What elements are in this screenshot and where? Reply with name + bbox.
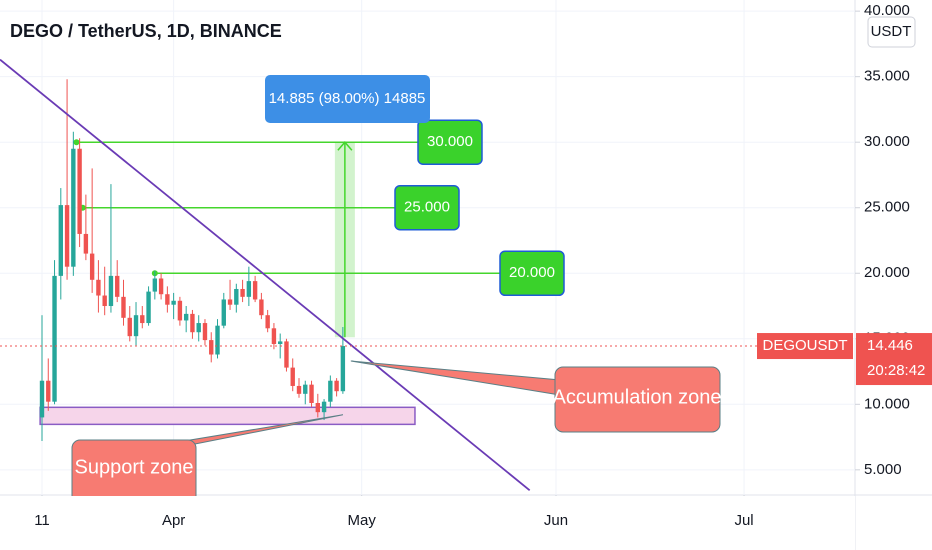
currency-button[interactable] bbox=[867, 16, 916, 48]
callout-text: Support zone bbox=[75, 456, 194, 478]
level-label: 30.000 bbox=[427, 133, 473, 150]
candle-body bbox=[234, 288, 239, 305]
measure-label-box bbox=[265, 75, 430, 123]
candle-body bbox=[64, 205, 70, 267]
candle-body bbox=[252, 281, 258, 300]
candle-body bbox=[209, 340, 214, 355]
candle-body bbox=[259, 299, 264, 316]
level-label-box bbox=[394, 184, 460, 231]
y-tick-label: 40.000 bbox=[864, 2, 910, 19]
candle-body bbox=[133, 315, 139, 337]
candle-body bbox=[190, 313, 195, 333]
candle-body bbox=[171, 300, 176, 305]
level-label-box bbox=[499, 250, 565, 297]
candle-body bbox=[121, 296, 126, 318]
candle-body bbox=[340, 346, 346, 392]
candle-body bbox=[240, 288, 245, 297]
x-tick-label: 11 bbox=[34, 512, 50, 529]
x-tick-label: Jun bbox=[544, 512, 568, 529]
candle-body bbox=[152, 278, 158, 292]
chart-title: DEGO / TetherUS, 1D, BINANCE bbox=[10, 21, 282, 41]
y-tick-label: 25.000 bbox=[864, 199, 910, 216]
candle-body bbox=[83, 233, 89, 254]
candle-body bbox=[290, 367, 295, 386]
y-tick-label: 5.000 bbox=[864, 461, 902, 478]
candle-body bbox=[165, 294, 170, 305]
candle-body bbox=[284, 341, 289, 368]
candle-body bbox=[102, 295, 107, 307]
candle-body bbox=[321, 401, 327, 413]
candle-body bbox=[246, 281, 252, 297]
candle-body bbox=[303, 384, 308, 394]
price-label: 14.446 bbox=[867, 337, 913, 354]
candle-body bbox=[334, 380, 339, 392]
countdown-label: 20:28:42 bbox=[867, 362, 925, 379]
y-tick-label: 10.000 bbox=[864, 395, 910, 412]
level-label: 25.000 bbox=[404, 199, 450, 216]
x-tick-label: Jul bbox=[734, 512, 753, 529]
y-tick-label: 20.000 bbox=[864, 264, 910, 281]
time-axis-strip bbox=[0, 496, 855, 550]
candle-body bbox=[177, 300, 183, 321]
level-label-box bbox=[417, 119, 483, 165]
candle-body bbox=[196, 323, 201, 333]
candle-body bbox=[227, 299, 233, 305]
candle-body bbox=[127, 317, 132, 337]
x-tick-label: May bbox=[348, 512, 377, 529]
level-label: 20.000 bbox=[509, 264, 555, 281]
candle-body bbox=[309, 384, 314, 403]
candle-body bbox=[328, 380, 333, 402]
callout-box bbox=[554, 366, 721, 433]
candle-body bbox=[108, 275, 114, 307]
candle-body bbox=[296, 385, 302, 394]
candle-body bbox=[183, 313, 189, 321]
candle-body bbox=[271, 328, 277, 345]
measure-label: 14.885 (98.00%) 14885 bbox=[269, 90, 426, 107]
candle-body bbox=[315, 402, 320, 413]
candle-body bbox=[89, 253, 95, 280]
candle-body bbox=[278, 341, 283, 345]
x-tick-label: Apr bbox=[162, 512, 185, 529]
candle-body bbox=[265, 315, 270, 329]
currency-button-label[interactable]: USDT bbox=[871, 23, 912, 40]
candle-body bbox=[77, 148, 82, 234]
candle-body bbox=[202, 323, 208, 341]
trendline bbox=[0, 58, 531, 491]
candle-body bbox=[39, 380, 45, 418]
candle-body bbox=[158, 278, 164, 295]
candle-body bbox=[146, 291, 151, 324]
candle-body bbox=[115, 275, 120, 297]
candle-body bbox=[221, 299, 226, 326]
candle-body bbox=[71, 148, 76, 267]
callout-text: Accumulation zone bbox=[553, 386, 722, 408]
support-zone bbox=[39, 406, 416, 426]
measure-arrowhead bbox=[337, 141, 353, 151]
candle-body bbox=[96, 279, 101, 296]
y-tick-label: 35.000 bbox=[864, 68, 910, 85]
candle-body bbox=[215, 325, 220, 355]
candle-body bbox=[58, 205, 63, 276]
price-label-box bbox=[856, 333, 932, 386]
candle-body bbox=[46, 380, 51, 402]
symbol-label-box bbox=[757, 333, 853, 360]
level-anchor bbox=[73, 139, 80, 146]
candle-body bbox=[52, 275, 57, 402]
symbol-label: DEGOUSDT bbox=[762, 337, 847, 354]
candle-body bbox=[140, 315, 145, 324]
y-tick-label: 30.000 bbox=[864, 133, 910, 150]
